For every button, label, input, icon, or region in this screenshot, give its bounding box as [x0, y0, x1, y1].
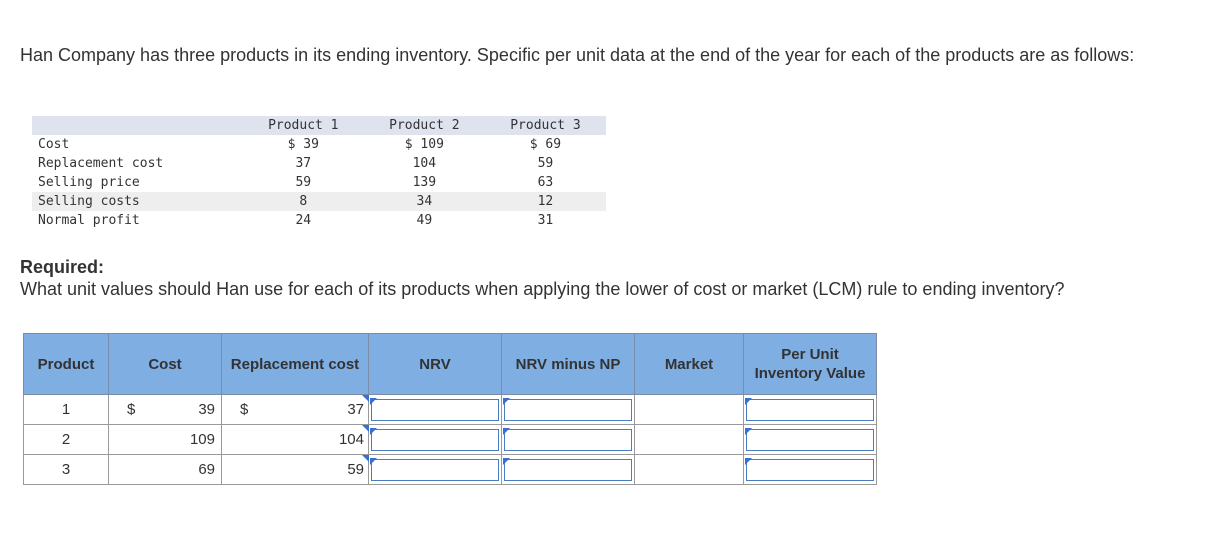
cell-value: 24 — [295, 213, 312, 228]
replacement-value: 59 — [347, 461, 364, 478]
col-per-unit-value: Per Unit Inventory Value — [743, 333, 877, 395]
header-product-3: Product 3 — [510, 118, 581, 133]
required-heading: Required: — [20, 257, 105, 277]
row-replacement-cost: Replacement cost 37 104 59 — [32, 154, 606, 173]
per-unit-value-input-1[interactable] — [745, 397, 874, 421]
cell-value: 34 — [416, 194, 433, 209]
cell-value: 139 — [412, 175, 437, 190]
required-section: Required: What unit values should Han us… — [20, 256, 1065, 300]
nrv-input-3[interactable] — [370, 457, 499, 481]
per-unit-value-input-3[interactable] — [745, 457, 874, 481]
col-nrv: NRV — [368, 333, 502, 395]
row-label: Selling price — [38, 175, 140, 190]
cell-value: 12 — [537, 194, 554, 209]
per-unit-value-input-2[interactable] — [745, 427, 874, 451]
cell-value: $ 39 — [287, 137, 319, 152]
row-label: Selling costs — [38, 194, 140, 209]
cell-value: $ 109 — [404, 137, 444, 152]
cell-value: 63 — [537, 175, 554, 190]
col-nrv-minus-np: NRV minus NP — [501, 333, 635, 395]
cell-value: 59 — [295, 175, 312, 190]
cell-value: 31 — [537, 213, 554, 228]
replacement-value: 37 — [347, 401, 364, 418]
nrv-input-2[interactable] — [370, 427, 499, 451]
answer-header-row: Product Cost Replacement cost NRV NRV mi… — [23, 333, 877, 395]
col-replacement-cost: Replacement cost — [221, 333, 369, 395]
row-cost: Cost $ 39 $ 109 $ 69 — [32, 135, 606, 154]
product-number: 2 — [23, 424, 109, 455]
cost-value: 69 — [198, 461, 215, 478]
cell-value: 37 — [295, 156, 312, 171]
cell-value: 59 — [537, 156, 554, 171]
answer-row-1: 1 $39 $37 — [23, 394, 877, 425]
nrv-minus-np-input-1[interactable] — [503, 397, 632, 421]
row-normal-profit: Normal profit 24 49 31 — [32, 211, 606, 230]
header-product-2: Product 2 — [389, 118, 460, 133]
cell-value: $ 69 — [529, 137, 562, 152]
col-market: Market — [634, 333, 744, 395]
product-number: 3 — [23, 454, 109, 485]
nrv-input-1[interactable] — [370, 397, 499, 421]
cell-value: 49 — [416, 213, 433, 228]
row-label: Normal profit — [38, 213, 140, 228]
required-question: What unit values should Han use for each… — [20, 279, 1065, 299]
cell-value: 104 — [412, 156, 437, 171]
market-cell-2 — [634, 424, 744, 455]
col-cost: Cost — [108, 333, 222, 395]
nrv-minus-np-input-3[interactable] — [503, 457, 632, 481]
row-label: Cost — [38, 137, 70, 152]
currency-symbol: $ — [127, 401, 136, 418]
row-selling-price: Selling price 59 139 63 — [32, 173, 606, 192]
nrv-minus-np-input-2[interactable] — [503, 427, 632, 451]
currency-symbol: $ — [240, 401, 249, 418]
intro-text: Han Company has three products in its en… — [20, 45, 1135, 65]
col-product: Product — [23, 333, 109, 395]
replacement-value: 104 — [338, 431, 364, 448]
header-product-1: Product 1 — [268, 118, 339, 133]
answer-table: Product Cost Replacement cost NRV NRV mi… — [23, 333, 877, 485]
cost-value: 109 — [189, 431, 215, 448]
market-cell-1 — [634, 394, 744, 425]
market-cell-3 — [634, 454, 744, 485]
product-data-table: Product 1 Product 2 Product 3 Cost $ 39 … — [32, 116, 606, 230]
answer-row-2: 2 109 104 — [23, 424, 877, 455]
row-selling-costs: Selling costs 8 34 12 — [32, 192, 606, 211]
row-label: Replacement cost — [38, 156, 164, 171]
cost-value: 39 — [198, 401, 215, 418]
data-table-header: Product 1 Product 2 Product 3 — [32, 116, 606, 135]
cell-value: 8 — [299, 194, 308, 209]
product-number: 1 — [23, 394, 109, 425]
answer-row-3: 3 69 59 — [23, 454, 877, 485]
